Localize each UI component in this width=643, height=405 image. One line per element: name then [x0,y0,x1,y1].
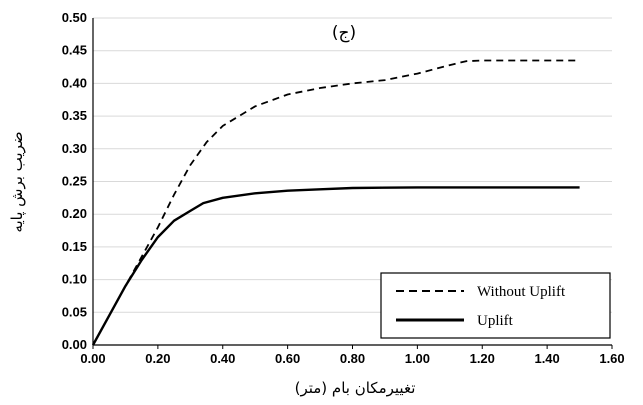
y-tick-label: 0.00 [62,337,87,352]
gridlines [93,17,612,313]
axes [92,18,613,349]
x-tick-label: 0.40 [210,351,235,366]
series-lines [91,59,580,346]
legend-box [380,272,611,339]
x-tick-label: 0.20 [145,351,170,366]
y-tick-label: 0.15 [62,239,87,254]
y-tick-label: 0.50 [62,10,87,25]
x-tick-label: 0.80 [340,351,365,366]
series-line-without-uplift [92,59,580,346]
y-tick-label: 0.20 [62,206,87,221]
y-axis-title: ضریب برش پایه [8,131,27,232]
y-tick-label: 0.25 [62,174,87,189]
series-line-uplift [91,186,580,346]
x-tick-label: 1.40 [534,351,559,366]
legend: Without Uplift Uplift [380,272,611,339]
legend-label-uplift: Uplift [477,313,514,329]
x-tick-label: 1.00 [405,351,430,366]
x-tick-label: 1.60 [599,351,624,366]
y-tick-label: 0.10 [62,272,87,287]
x-tick-label: 0.00 [80,351,105,366]
y-tick-label: 0.30 [62,141,87,156]
x-tick-label: 0.60 [275,351,300,366]
y-tick-label: 0.40 [62,75,87,90]
x-axis-title: تغییرمکان بام (متر) [295,379,416,397]
tick-labels: 0.00 0.05 0.10 0.15 0.20 0.25 0.30 0.35 0.40 0.45… [62,10,625,366]
panel-label: (ج) [332,23,356,43]
legend-label-without-uplift: Without Uplift [477,284,566,300]
y-tick-label: 0.45 [62,43,87,58]
y-tick-label: 0.35 [62,108,87,123]
x-tick-label: 1.20 [470,351,495,366]
y-tick-label: 0.05 [62,304,87,319]
